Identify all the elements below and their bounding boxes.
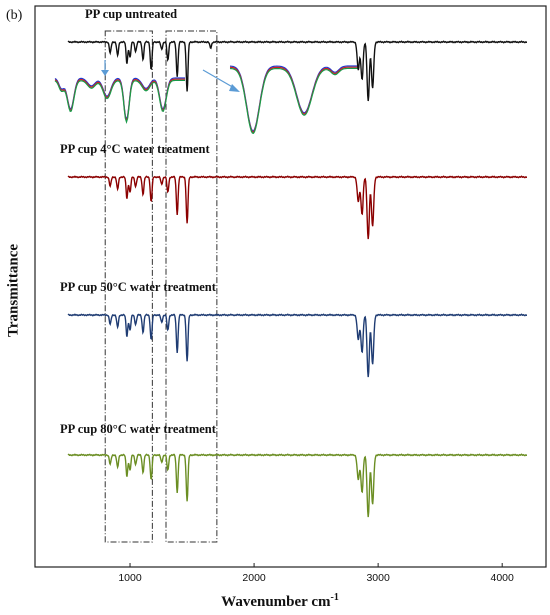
highlight-region xyxy=(165,30,218,543)
x-axis-label: Wavenumber cm-1 xyxy=(0,592,550,611)
x-axis-label-exponent: -1 xyxy=(330,592,339,603)
inset-arrowhead xyxy=(229,84,240,92)
x-tick-label: 3000 xyxy=(366,572,390,584)
inset-arrow xyxy=(202,69,237,90)
inset-arrowhead xyxy=(101,70,109,76)
panel-label: (b) xyxy=(6,8,23,23)
series-line xyxy=(67,313,527,378)
x-axis-label-unit: cm xyxy=(311,594,331,610)
series-label: PP cup 80°C water treatment xyxy=(60,422,217,436)
highlight-regions xyxy=(104,30,218,543)
inset-trace xyxy=(54,79,185,125)
y-axis-label: Transmittance xyxy=(5,243,22,338)
x-tick-label: 1000 xyxy=(118,572,142,584)
x-axis-label-text: Wavenumber xyxy=(221,594,308,610)
series-group: PP cup untreated PP cup 4°C water treatme… xyxy=(60,7,527,518)
plot-frame xyxy=(34,5,547,568)
inset-trace xyxy=(229,67,358,134)
x-axis: 1000 2000 3000 4000 xyxy=(118,563,514,584)
highlight-region xyxy=(104,30,153,543)
series-label: PP cup 50°C water treatment xyxy=(60,280,217,294)
series-label: PP cup untreated xyxy=(85,7,177,21)
x-tick-label: 4000 xyxy=(491,572,515,584)
inset-group xyxy=(54,60,358,134)
series-line xyxy=(67,453,527,518)
x-tick-label: 2000 xyxy=(242,572,266,584)
series-label: PP cup 4°C water treatment xyxy=(60,142,210,156)
series-line xyxy=(67,40,527,102)
series-line xyxy=(67,175,527,240)
